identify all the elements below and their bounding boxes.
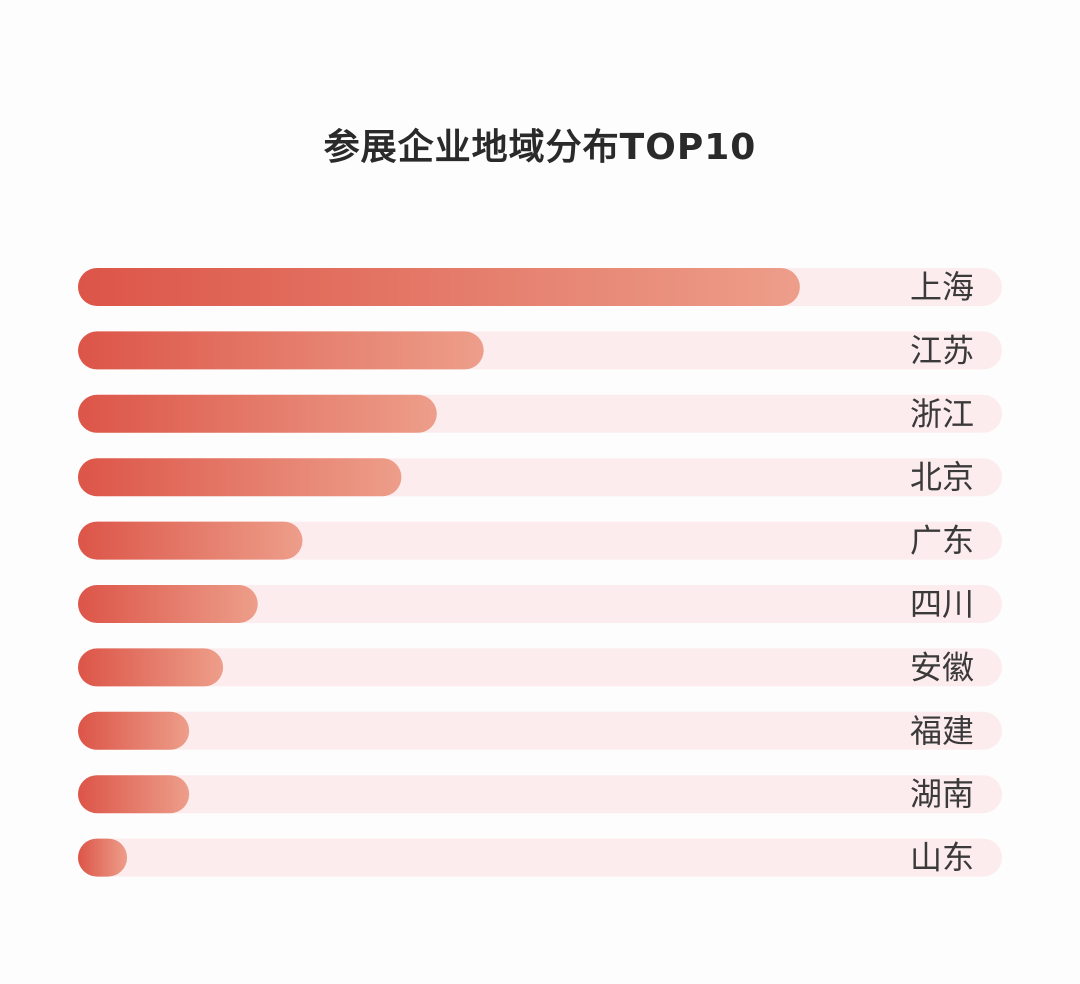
category-label: 上海 — [910, 268, 974, 306]
bar — [78, 458, 402, 497]
bar-track — [78, 711, 1002, 750]
category-label: 四川 — [910, 585, 974, 623]
bar — [78, 648, 224, 687]
bar — [78, 394, 437, 433]
chart-title: 参展企业地域分布TOP10 — [323, 127, 757, 168]
bar — [78, 838, 128, 877]
category-label: 湖南 — [910, 775, 974, 813]
bar — [78, 268, 800, 306]
bar — [78, 585, 258, 623]
category-label: 江苏 — [910, 331, 974, 369]
bar-track — [78, 648, 1002, 687]
category-label: 浙江 — [910, 395, 974, 433]
bar-track — [78, 585, 1002, 623]
category-label: 北京 — [910, 458, 974, 496]
bar-track — [78, 521, 1002, 560]
category-label: 山东 — [910, 839, 974, 877]
bar — [78, 775, 190, 814]
category-label: 福建 — [910, 712, 974, 750]
bar — [78, 711, 190, 750]
bar — [78, 521, 303, 560]
bar — [78, 331, 484, 370]
bar-track — [78, 838, 1002, 877]
category-label: 广东 — [910, 522, 974, 560]
category-label: 安徽 — [910, 648, 974, 686]
bar-track — [78, 775, 1002, 814]
